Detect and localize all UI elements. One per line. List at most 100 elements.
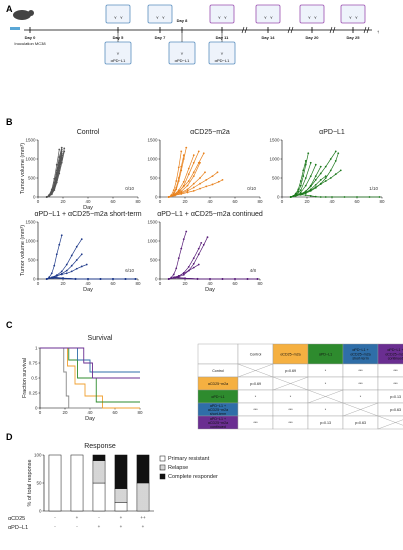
data-point bbox=[182, 180, 185, 183]
data-point bbox=[70, 264, 73, 267]
panel-label-b: B bbox=[6, 117, 13, 127]
data-point bbox=[199, 182, 201, 185]
data-point bbox=[65, 272, 68, 275]
antibody-icon: Y bbox=[349, 15, 352, 20]
data-point bbox=[205, 179, 208, 181]
data-point bbox=[209, 278, 211, 280]
data-point bbox=[186, 191, 189, 194]
data-point bbox=[58, 148, 61, 151]
pdl1-box-label: αPD−L1 bbox=[215, 58, 230, 63]
cd25-marker: ++ bbox=[140, 515, 146, 520]
data-point bbox=[319, 183, 322, 185]
data-point bbox=[45, 196, 48, 198]
antibody-icon: Y bbox=[181, 51, 184, 56]
data-point bbox=[202, 152, 205, 155]
data-point bbox=[339, 169, 342, 172]
y-axis-label: % of total response bbox=[27, 459, 33, 506]
antibody-icon: Y bbox=[218, 15, 221, 20]
survival-curve bbox=[40, 347, 140, 379]
table-cell-text: *** bbox=[358, 369, 363, 373]
data-point bbox=[187, 173, 190, 176]
data-point bbox=[356, 196, 358, 198]
data-point bbox=[60, 154, 63, 157]
y-tick-label: 1500 bbox=[147, 138, 158, 143]
y-tick-label: 1500 bbox=[269, 138, 280, 143]
y-tick-label: 1000 bbox=[25, 157, 36, 162]
x-tick-label: 40 bbox=[85, 281, 91, 286]
table-col-header-text: αCD25−m2a bbox=[350, 352, 370, 356]
data-point bbox=[177, 275, 180, 277]
timeline-day-label: Day 5 bbox=[113, 35, 124, 40]
timeline-day-label: Day 20 bbox=[306, 35, 320, 40]
table-cell-text: * bbox=[325, 369, 327, 373]
table-col-header-text: continued bbox=[388, 357, 403, 361]
data-point bbox=[319, 196, 322, 198]
x-tick-label: 40 bbox=[207, 281, 213, 286]
data-point bbox=[60, 234, 63, 237]
data-point bbox=[185, 146, 188, 149]
y-tick-label: 500 bbox=[150, 176, 158, 181]
table-cell-text: p=0.63 bbox=[390, 408, 401, 412]
y-tick-label: 0 bbox=[39, 509, 42, 514]
data-point bbox=[55, 274, 58, 277]
panel-label-a: A bbox=[6, 4, 13, 14]
data-point bbox=[192, 262, 195, 265]
x-tick-label: 20 bbox=[60, 281, 66, 286]
table-row-header-text: short-term bbox=[210, 412, 226, 416]
data-point bbox=[192, 175, 195, 178]
x-tick-label: 40 bbox=[207, 199, 213, 204]
diagonal-mark bbox=[307, 389, 344, 404]
data-point bbox=[197, 263, 200, 266]
cd25-marker: - bbox=[98, 515, 100, 520]
legend-label: Relapse bbox=[168, 465, 188, 471]
data-point bbox=[53, 264, 56, 267]
y-tick-label: 500 bbox=[28, 258, 36, 263]
data-point bbox=[211, 175, 214, 178]
chart-title: αPD−L1 + αCD25−m2a short-term bbox=[34, 211, 141, 218]
diagonal-mark bbox=[342, 402, 379, 417]
x-tick-label: 20 bbox=[182, 281, 188, 286]
tumor-growth-panels: Control 0 500 1000 1500 0 20 40 60 80 Tumor volume… bbox=[20, 129, 385, 293]
data-point bbox=[177, 190, 180, 193]
data-point bbox=[294, 194, 297, 197]
y-tick-label: 500 bbox=[272, 176, 280, 181]
timeline-day-label: Day 0 bbox=[25, 35, 36, 40]
table-col-header-text: short-term bbox=[352, 357, 368, 361]
data-point bbox=[197, 247, 200, 250]
x-tick-label: 60 bbox=[232, 281, 238, 286]
data-point bbox=[60, 270, 63, 273]
x-tick-label: 80 bbox=[379, 199, 385, 204]
data-point bbox=[196, 278, 199, 280]
syringe-icon bbox=[10, 27, 20, 30]
data-point bbox=[192, 257, 195, 259]
data-point bbox=[309, 175, 312, 178]
y-tick-label: 0 bbox=[33, 277, 36, 282]
data-point bbox=[302, 175, 305, 178]
data-point bbox=[199, 161, 201, 164]
data-point bbox=[192, 266, 195, 269]
data-point bbox=[304, 194, 307, 197]
table-cell-text: * bbox=[325, 408, 327, 412]
data-point bbox=[60, 146, 63, 149]
data-point bbox=[187, 265, 190, 268]
data-point bbox=[331, 196, 333, 198]
data-point bbox=[234, 278, 236, 280]
table-col-header-text: αPD−L1 bbox=[319, 352, 332, 356]
data-point bbox=[334, 173, 337, 176]
table-cell bbox=[377, 363, 403, 378]
antibody-icon: Y bbox=[156, 15, 159, 20]
data-point bbox=[299, 184, 302, 187]
x-axis-label: Day bbox=[85, 416, 95, 422]
data-point bbox=[314, 186, 317, 189]
pdl1-marker: + bbox=[98, 524, 101, 529]
table-cell-text: *** bbox=[393, 382, 398, 386]
panel-label-c: C bbox=[6, 320, 13, 330]
mouse-head-icon bbox=[28, 10, 34, 16]
pdl1-row-label: αPD−L1 bbox=[8, 525, 28, 531]
response-count: 0/10 bbox=[247, 186, 256, 191]
data-point bbox=[180, 190, 183, 193]
data-point bbox=[55, 171, 58, 174]
antibody-icon: Y bbox=[117, 51, 120, 56]
bar-segment bbox=[92, 482, 106, 512]
pdl1-box-label: αPD−L1 bbox=[111, 58, 126, 63]
